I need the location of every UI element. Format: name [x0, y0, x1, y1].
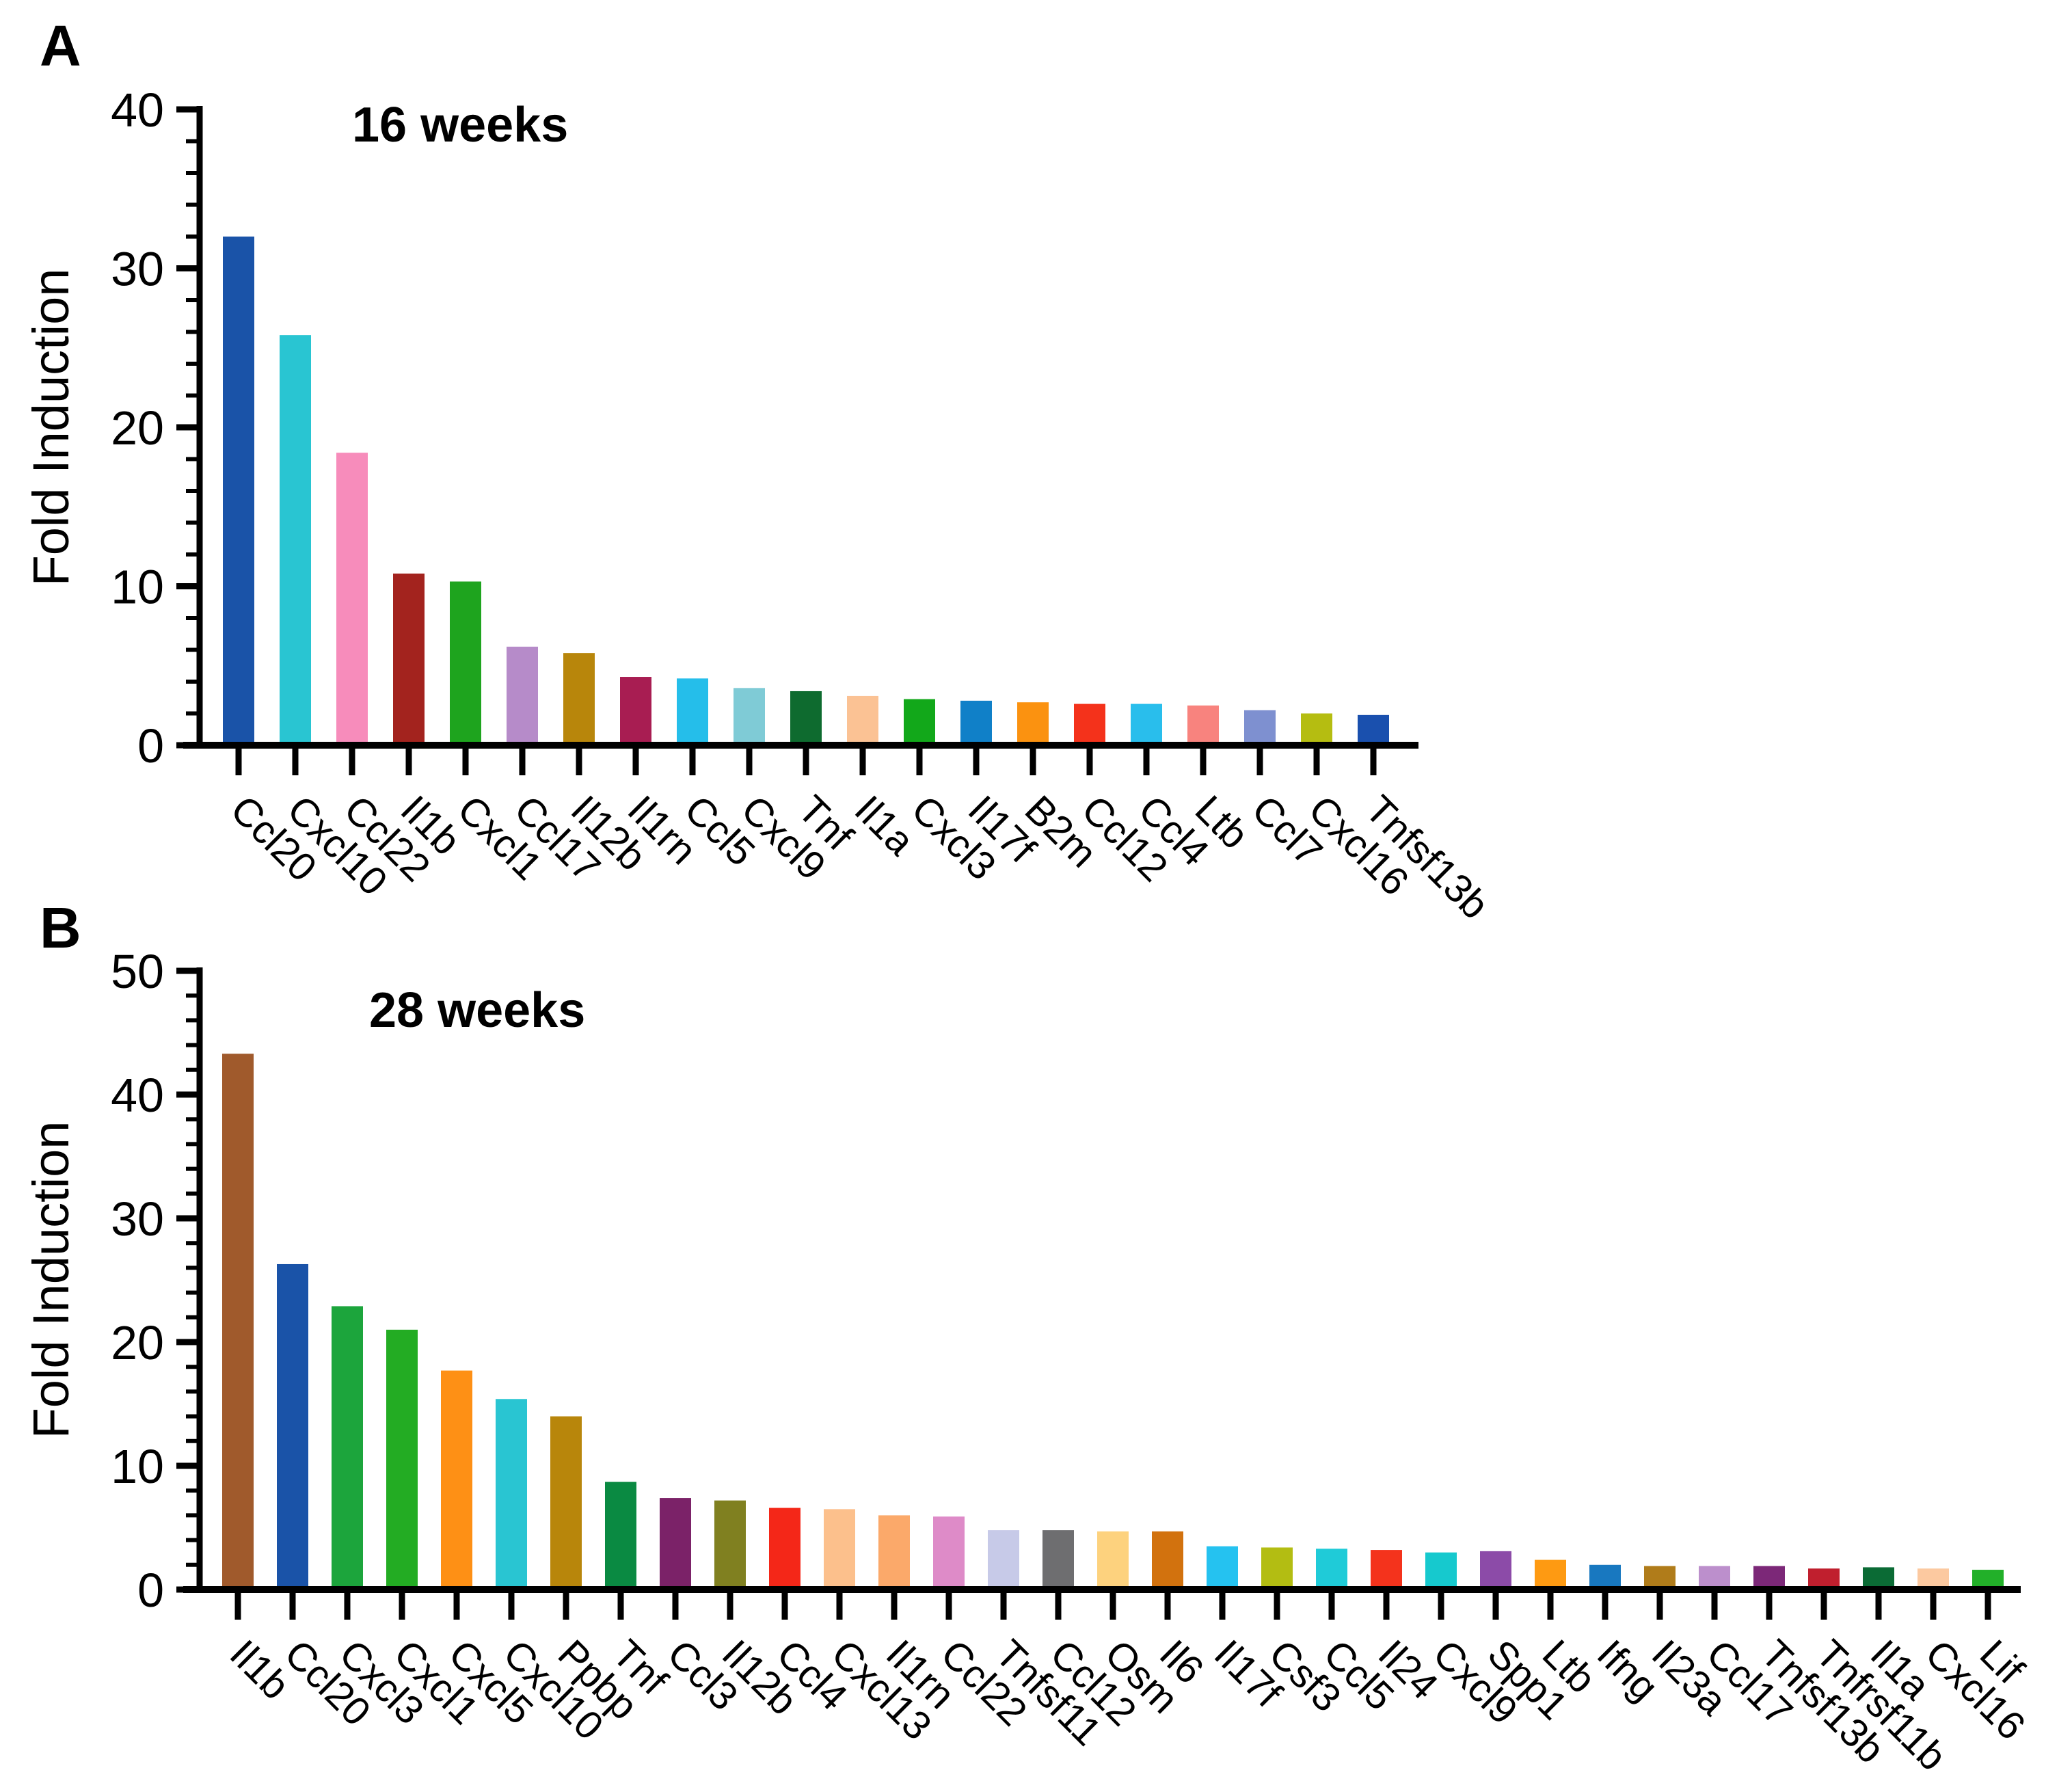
- bar-cxcl10: [280, 335, 311, 745]
- bar-ccl7: [1244, 710, 1276, 745]
- bar-b2m: [1017, 702, 1049, 745]
- bar-ccl4: [769, 1508, 800, 1590]
- bar-ifng: [1589, 1564, 1621, 1590]
- y-tick-label: 20: [111, 1316, 164, 1369]
- bar-cxcl9: [734, 688, 765, 745]
- bar-il1rn: [878, 1515, 910, 1590]
- bar-il6: [1152, 1531, 1183, 1590]
- bar-ccl20: [277, 1263, 308, 1590]
- y-tick-label: 30: [111, 243, 164, 296]
- bar-il17f: [960, 700, 992, 745]
- y-tick-label: 50: [111, 945, 164, 998]
- bar-cxcl3: [904, 699, 935, 745]
- bar-tnfrsf11b: [1808, 1568, 1840, 1590]
- bar-il1b: [222, 1054, 254, 1590]
- bar-spp1: [1480, 1551, 1511, 1590]
- panel-letter-a: A: [40, 14, 81, 78]
- bar-tnfsf13b: [1753, 1566, 1785, 1590]
- bar-ccl12: [1074, 704, 1105, 745]
- y-tick-label: 20: [111, 401, 164, 455]
- bar-ccl22: [933, 1516, 965, 1590]
- bar-cxcl16: [1301, 713, 1332, 745]
- bar-cxcl10: [496, 1399, 527, 1590]
- bar-ccl5: [677, 678, 708, 745]
- bar-il1b: [393, 573, 425, 745]
- bar-ppbp: [550, 1416, 582, 1590]
- bar-osm: [1097, 1531, 1129, 1590]
- bar-cxcl9: [1425, 1552, 1457, 1590]
- y-tick-label: 10: [111, 1440, 164, 1493]
- panel-letter-b: B: [40, 896, 81, 960]
- bar-il12b: [714, 1500, 746, 1590]
- y-tick-label: 0: [137, 719, 164, 773]
- bar-cxcl1: [386, 1329, 418, 1590]
- chart-b-title: 28 weeks: [369, 983, 585, 1038]
- bar-il17f: [1207, 1546, 1238, 1590]
- chart-a-title: 16 weeks: [352, 98, 568, 152]
- y-tick-label: 0: [137, 1564, 164, 1617]
- bar-ccl5: [1316, 1549, 1347, 1590]
- y-tick-label: 10: [111, 561, 164, 614]
- bar-ccl20: [223, 237, 254, 745]
- bar-tnf: [790, 691, 822, 745]
- bar-ccl17: [507, 646, 538, 745]
- bar-ccl22: [336, 453, 368, 745]
- bar-il1a: [1863, 1567, 1894, 1590]
- bar-cxcl1: [450, 581, 481, 745]
- bar-csf3: [1261, 1547, 1293, 1590]
- bar-cxcl3: [332, 1306, 363, 1590]
- bar-ccl3: [660, 1498, 691, 1590]
- bar-ccl12: [1042, 1530, 1074, 1590]
- bar-il24: [1371, 1550, 1402, 1590]
- chart-a-y-axis-title: Fold Induction: [23, 269, 79, 587]
- chart-a-plot: 010203040Ccl20Cxcl10Ccl22Il1bCxcl1Ccl17I…: [111, 83, 1497, 928]
- bar-tnfsf11: [988, 1530, 1019, 1590]
- bar-tnf: [605, 1482, 636, 1590]
- bar-il1a: [847, 695, 878, 745]
- chart-b-plot: 01020304050Il1bCcl20Cxcl3Cxcl1Cxcl5Cxcl1…: [111, 945, 2034, 1779]
- bar-ccl17: [1699, 1566, 1730, 1590]
- chart-b-y-axis-title: Fold Induction: [23, 1121, 79, 1439]
- bar-il12b: [563, 653, 595, 745]
- y-tick-label: 40: [111, 1069, 164, 1122]
- bar-ltb: [1187, 705, 1219, 745]
- bar-ltb: [1535, 1559, 1566, 1590]
- bar-tnfsf13b: [1358, 714, 1389, 745]
- y-tick-label: 40: [111, 83, 164, 137]
- bar-cxcl5: [441, 1370, 472, 1590]
- bar-il1rn: [620, 677, 651, 745]
- bar-il23a: [1644, 1566, 1676, 1590]
- bar-ccl4: [1131, 704, 1162, 745]
- bar-cxcl16: [1918, 1568, 1949, 1590]
- y-tick-label: 30: [111, 1192, 164, 1246]
- bar-cxcl13: [824, 1509, 855, 1590]
